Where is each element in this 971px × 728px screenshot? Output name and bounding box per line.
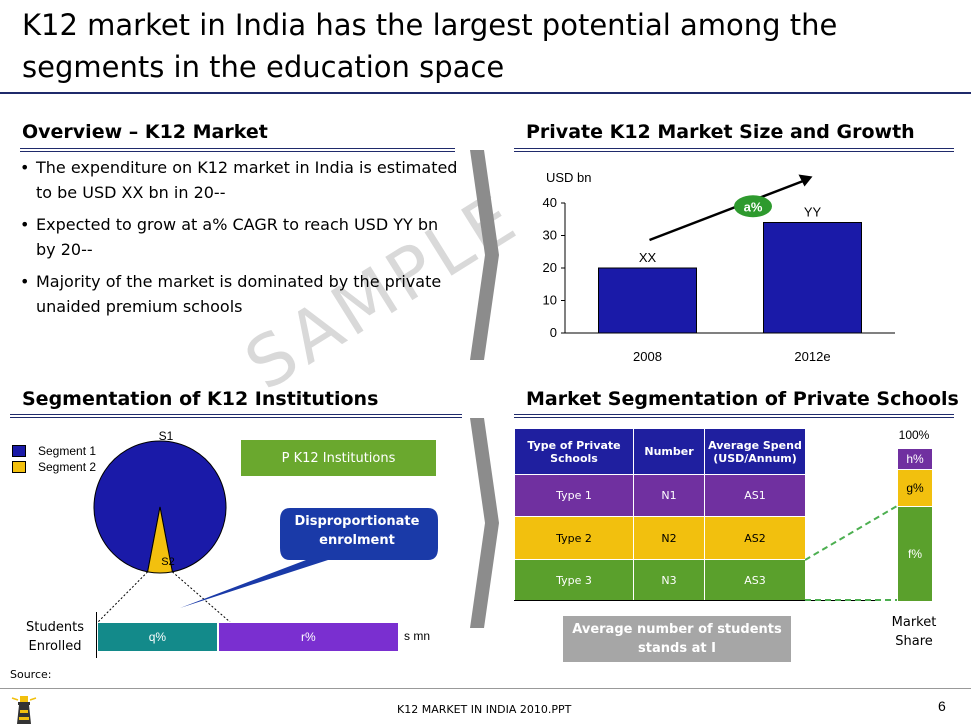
share-segment-h: h% [897, 448, 933, 470]
bar-data-label: YY [804, 205, 822, 220]
table-cell: Type 3 [514, 559, 634, 602]
lighthouse-logo-icon [11, 696, 37, 724]
growth-arrowhead [798, 174, 813, 187]
bullet-3: Majority of the market is dominated by t… [20, 269, 460, 319]
legend-swatch [12, 445, 26, 457]
y-tick-label: 40 [543, 195, 557, 210]
table-cell: Type 1 [514, 474, 634, 517]
market-size-chart: USD bn 0 10 20 30 40 XX 2008 YY 2012e a% [543, 170, 895, 364]
table-cell: N3 [633, 559, 705, 602]
y-tick-label: 10 [543, 293, 557, 308]
table-cell: Type 2 [514, 516, 634, 560]
projection-line [97, 571, 148, 623]
table-cell: AS1 [704, 474, 806, 517]
students-total: s mn [404, 629, 431, 643]
pie-label-s1: S1 [159, 429, 174, 443]
bar [598, 267, 697, 334]
overview-rule [20, 148, 455, 149]
share-connector-lines [805, 505, 898, 601]
private-schools-rule-2 [514, 417, 954, 418]
bar-data-label: XX [639, 250, 657, 265]
table-header: Average Spend (USD/Annum) [704, 428, 806, 475]
pie-slice-s1 [93, 440, 227, 573]
chevron-right-icon [470, 150, 499, 360]
y-tick-label: 30 [543, 228, 557, 243]
growth-badge [734, 195, 772, 218]
legend-segment-1: Segment 1 [12, 443, 96, 459]
y-tick-label: 20 [543, 260, 557, 275]
segmentation-rule [10, 414, 462, 415]
y-axis-label: USD bn [546, 170, 592, 185]
bullet-1: The expenditure on K12 market in India i… [20, 155, 460, 205]
private-schools-table: Type of Private Schools Number Average S… [514, 428, 806, 602]
x-tick-label: 2012e [794, 349, 830, 364]
page-number: 6 [938, 698, 946, 714]
students-bar-segment: r% [217, 622, 399, 652]
table-row: Type 1 N1 AS1 [514, 474, 806, 517]
legend-label: Segment 1 [38, 444, 97, 458]
pie-label-s2: S2 [161, 556, 174, 568]
table-header: Number [633, 428, 705, 475]
market-size-rule-2 [514, 151, 954, 152]
share-segment-g: g% [897, 469, 933, 507]
share-top-label: 100% [898, 428, 930, 442]
students-bar: q% r% [97, 622, 399, 652]
title-rule [0, 92, 971, 94]
document-name: K12 MARKET IN INDIA 2010.PPT [397, 703, 572, 716]
segment-pie-chart: S1 S2 [93, 429, 231, 623]
table-cell: AS3 [704, 559, 806, 602]
legend-label: Segment 2 [38, 460, 97, 474]
bullet-2: Expected to grow at a% CAGR to reach USD… [20, 212, 460, 262]
students-label: Students Enrolled [26, 620, 84, 654]
share-segment-f: f% [897, 506, 933, 602]
source-label: Source: [10, 668, 52, 681]
footer-rule [0, 688, 971, 689]
private-schools-heading: Market Segmentation of Private Schools [526, 388, 959, 410]
table-cell: AS2 [704, 516, 806, 560]
table-cell: N1 [633, 474, 705, 517]
market-size-heading: Private K12 Market Size and Growth [526, 121, 915, 143]
market-size-rule [514, 148, 954, 149]
y-tick-label: 0 [550, 325, 557, 340]
bar [763, 222, 862, 334]
institutions-box: P K12 Institutions [241, 440, 436, 476]
projection-line [172, 571, 231, 623]
table-baseline [514, 600, 879, 601]
pie-legend: Segment 1 Segment 2 [12, 443, 96, 475]
legend-segment-2: Segment 2 [12, 459, 96, 475]
growth-arrow [649, 179, 805, 242]
growth-label: a% [744, 199, 763, 214]
table-row: Type 3 N3 AS3 [514, 559, 806, 602]
legend-swatch [12, 461, 26, 473]
overview-heading: Overview – K12 Market [22, 121, 268, 143]
page-title: K12 market in India has the largest pote… [22, 8, 838, 84]
table-row: Type 2 N2 AS2 [514, 516, 806, 560]
students-bar-segment: q% [97, 622, 218, 652]
table-header: Type of Private Schools [514, 428, 634, 475]
chevron-right-icon [470, 418, 499, 628]
overview-rule-2 [20, 151, 455, 152]
pie-slice-s2 [147, 506, 173, 574]
x-tick-label: 2008 [633, 349, 662, 364]
callout-text: Disproportionate enrolment [294, 514, 420, 548]
segmentation-rule-2 [10, 417, 462, 418]
bar-axis [96, 612, 97, 658]
table-header-row: Type of Private Schools Number Average S… [514, 428, 806, 475]
table-cell: N2 [633, 516, 705, 560]
overview-bullets: The expenditure on K12 market in India i… [20, 155, 460, 326]
avg-students-box: Average number of students stands at I [563, 616, 791, 662]
callout-shape [180, 508, 438, 608]
private-schools-rule [514, 414, 954, 415]
market-share-label: Market Share [891, 615, 937, 649]
segmentation-heading: Segmentation of K12 Institutions [22, 388, 379, 410]
